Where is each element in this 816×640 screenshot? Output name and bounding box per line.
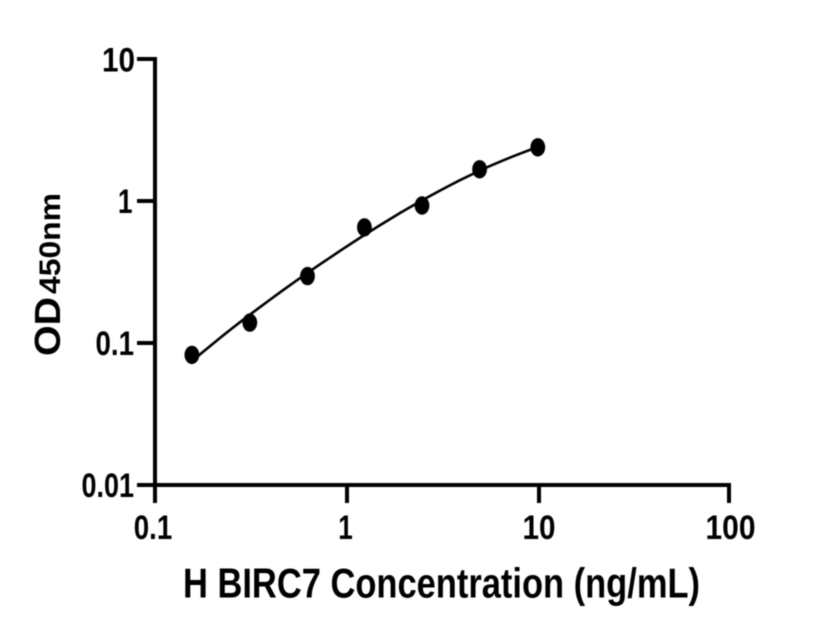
svg-text:0.1: 0.1 — [96, 325, 135, 363]
svg-text:0.1: 0.1 — [134, 509, 173, 547]
svg-text:H BIRC7 Concentration (ng/mL): H BIRC7 Concentration (ng/mL) — [183, 560, 700, 607]
svg-text:10: 10 — [102, 42, 135, 80]
svg-text:0.01: 0.01 — [82, 467, 135, 505]
svg-text:450nm: 450nm — [34, 193, 67, 294]
svg-text:10: 10 — [523, 509, 556, 547]
svg-text:1: 1 — [118, 183, 133, 221]
svg-text:1: 1 — [338, 509, 353, 547]
svg-text:OD: OD — [27, 297, 68, 356]
svg-text:100: 100 — [706, 509, 756, 547]
